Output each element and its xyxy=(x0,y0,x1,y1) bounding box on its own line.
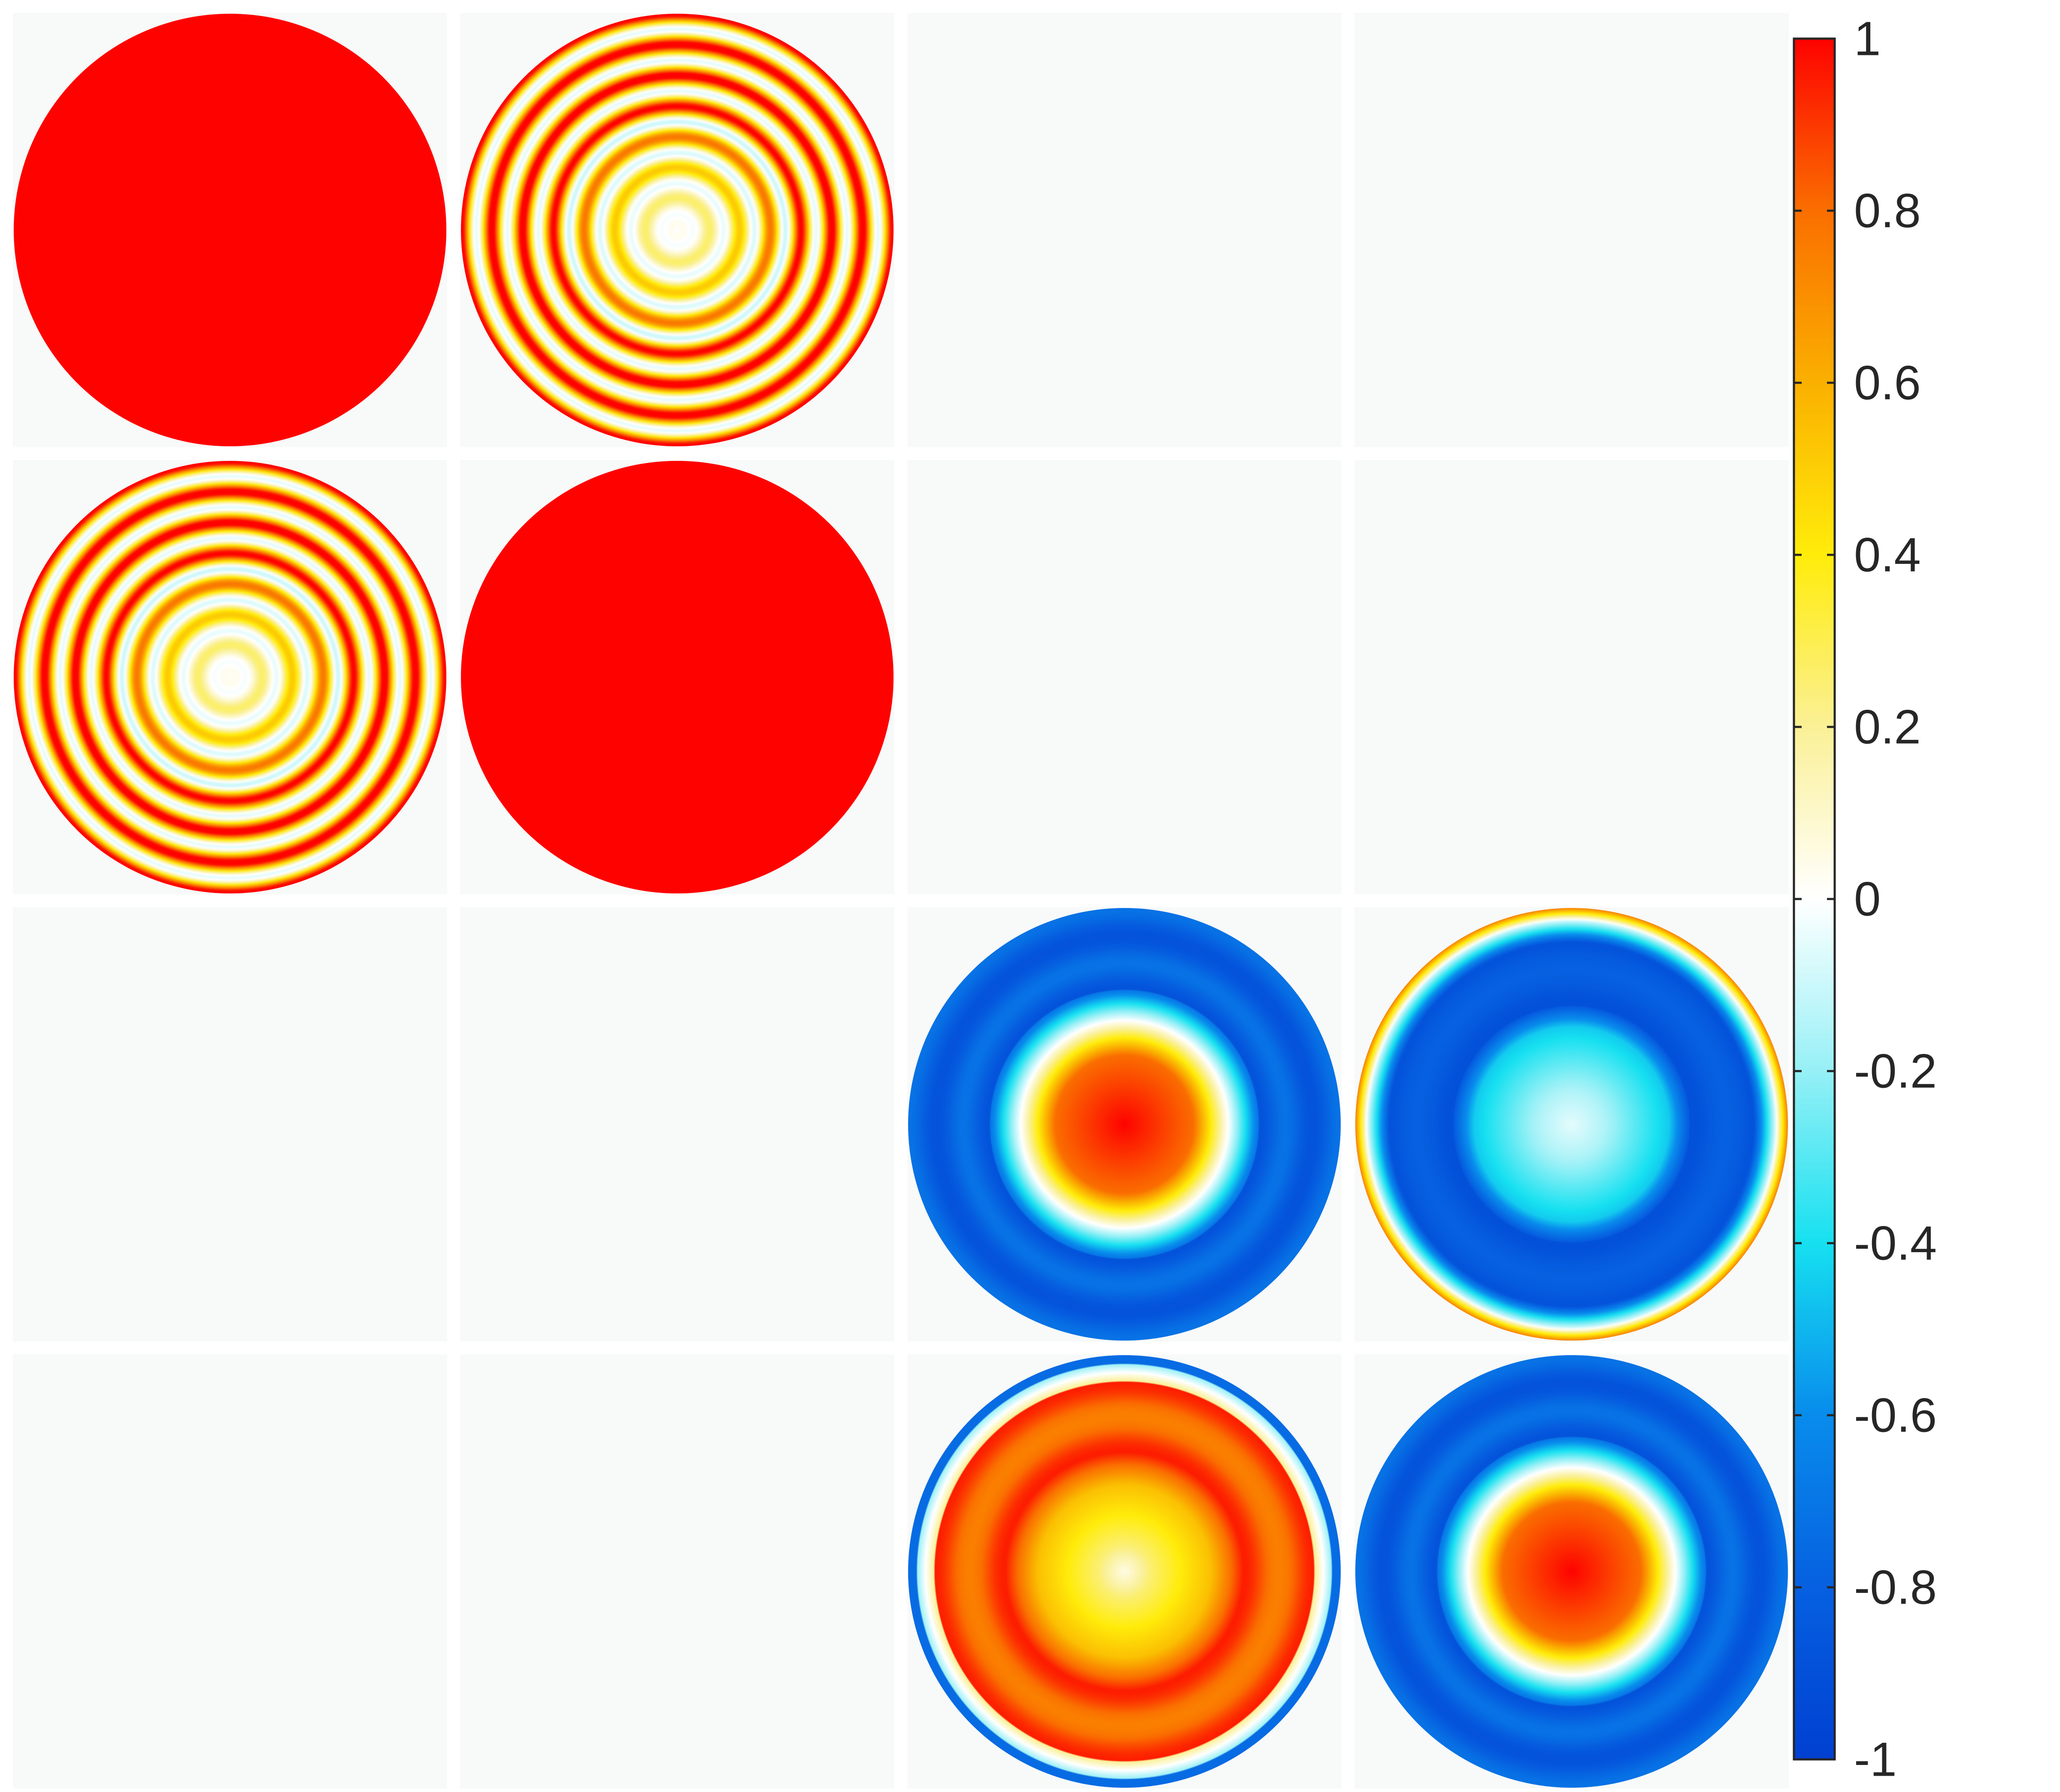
colorbar-tick-label: 0 xyxy=(1854,872,1881,926)
panel-r1-c2 xyxy=(460,13,894,447)
panel-r4-c1 xyxy=(13,1354,447,1789)
panel-r2-c3-background xyxy=(907,460,1342,894)
panel-r2-c1-disk xyxy=(14,461,446,893)
panel-r2-c4 xyxy=(1354,460,1789,894)
panel-r3-c2-background xyxy=(460,907,894,1341)
colorbar-tick-label: -0.6 xyxy=(1854,1389,1937,1442)
panel-r4-c2-background xyxy=(460,1354,894,1789)
colorbar-tick-label: 0.2 xyxy=(1854,700,1921,754)
panel-r4-c4-disk xyxy=(1355,1355,1788,1788)
panel-r3-c4-disk xyxy=(1355,908,1788,1341)
panel-r1-c1 xyxy=(13,13,447,447)
panel-r1-c2-disk xyxy=(461,14,894,446)
panel-r1-c3-background xyxy=(907,13,1342,447)
panel-r3-c4 xyxy=(1354,907,1789,1341)
panel-r4-c3 xyxy=(907,1354,1342,1789)
panel-r3-c1-background xyxy=(13,907,447,1341)
colorbar: 1 0.8 0.6 0.4 0.2 0 -0.2 -0.4 -0.6 -0.8 -1 xyxy=(1793,12,1937,1786)
panel-r4-c4 xyxy=(1354,1354,1789,1789)
colorbar-tick-label: 0.8 xyxy=(1854,184,1921,238)
colorbar-tick-label: 0.4 xyxy=(1854,528,1921,582)
panel-r2-c4-background xyxy=(1354,460,1789,894)
panel-r1-c4-background xyxy=(1354,13,1789,447)
colorbar-tick-label: -1 xyxy=(1854,1733,1897,1786)
panel-r2-c3 xyxy=(907,460,1342,894)
colorbar-tick-label: 0.6 xyxy=(1854,356,1921,410)
panel-r4-c2 xyxy=(460,1354,894,1789)
panel-r2-c2 xyxy=(460,460,894,894)
panel-r1-c3 xyxy=(907,13,1342,447)
panel-r3-c2 xyxy=(460,907,894,1341)
colorbar-tick-label: -0.4 xyxy=(1854,1217,1937,1270)
colorbar-tick-label: -0.2 xyxy=(1854,1044,1937,1098)
panel-r3-c3 xyxy=(907,907,1342,1341)
panel-r1-c4 xyxy=(1354,13,1789,447)
colorbar-tick-label: 1 xyxy=(1854,12,1881,66)
panel-r1-c1-disk xyxy=(14,14,446,446)
panel-r4-c3-disk xyxy=(908,1355,1341,1788)
panel-r3-c1 xyxy=(13,907,447,1341)
panel-r3-c3-disk xyxy=(908,908,1341,1341)
panel-r2-c1 xyxy=(13,460,447,894)
panel-r2-c2-disk xyxy=(461,461,894,893)
panel-r4-c1-background xyxy=(13,1354,447,1789)
colorbar-tick-label: -0.8 xyxy=(1854,1561,1937,1614)
panel-grid xyxy=(13,13,1789,1789)
